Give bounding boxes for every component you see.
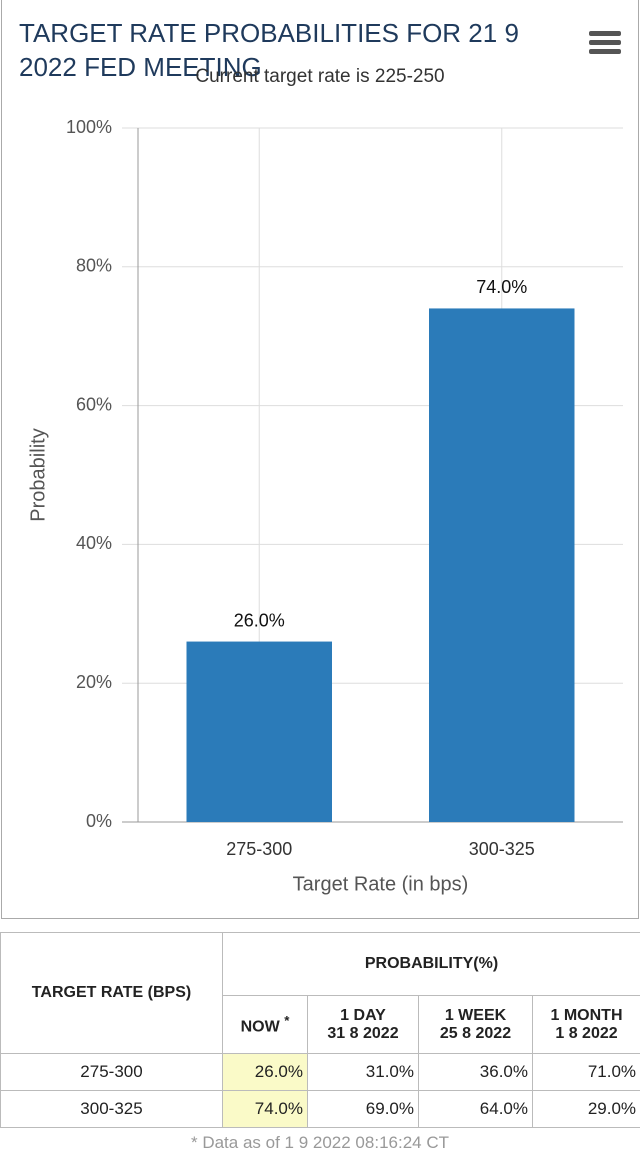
column-label: NOW — [240, 1018, 280, 1036]
menu-icon[interactable] — [589, 31, 621, 54]
footnote: * Data as of 1 9 2022 08:16:24 CT — [190, 1133, 449, 1152]
y-tick-label: 100% — [66, 117, 112, 137]
cell: 29.0% — [531, 1090, 640, 1128]
column-header: 1 DAY 31 8 2022 — [307, 995, 419, 1054]
cell: 69.0% — [307, 1090, 419, 1128]
bar — [186, 641, 332, 822]
cell: 71.0% — [531, 1053, 640, 1091]
y-tick-label: 20% — [76, 672, 112, 692]
y-tick-label: 60% — [76, 394, 112, 414]
menu-bar[interactable] — [589, 31, 621, 36]
column-note: * — [284, 1012, 290, 1028]
column-header: 1 WEEK 25 8 2022 — [418, 995, 533, 1054]
column-header: 1 MONTH 1 8 2022 — [531, 995, 640, 1054]
row-header: TARGET RATE (BPS) — [0, 932, 223, 1054]
x-tick-label: 275-300 — [226, 839, 292, 859]
column-date: 31 8 2022 — [327, 1024, 399, 1042]
column-header: NOW * — [222, 995, 308, 1054]
value-label: 74.0% — [476, 277, 527, 297]
cell: 300-325 — [0, 1090, 223, 1128]
x-tick-label: 300-325 — [469, 839, 535, 859]
cell: 36.0% — [418, 1053, 533, 1091]
chart: 0% 20% 40% 60% 80% 100% 275-300 26.0% 300-325 74.… — [27, 31, 623, 895]
chart-container: 0% 20% 40% 60% 80% 100% 275-300 26.0% 300-325 74.… — [1, 0, 639, 919]
y-tick-label: 0% — [86, 811, 112, 831]
group-header: PROBABILITY(%) — [221, 932, 640, 996]
cell: 31.0% — [307, 1053, 419, 1091]
menu-bar[interactable] — [589, 49, 621, 54]
column-label: 1 WEEK — [444, 1006, 507, 1024]
x-axis-label: Target Rate (in bps) — [293, 873, 469, 895]
y-axis-label: Probability — [27, 428, 49, 521]
column-date: 25 8 2022 — [439, 1024, 512, 1042]
menu-bar[interactable] — [589, 40, 621, 45]
column-date: 1 8 2022 — [555, 1024, 618, 1042]
cell: 64.0% — [418, 1090, 533, 1128]
chart-subtitle: Current target rate is 225-250 — [195, 66, 445, 87]
y-tick-label: 40% — [76, 533, 112, 553]
y-tick-label: 80% — [76, 256, 112, 276]
cell: 26.0% — [222, 1053, 308, 1091]
probability-table: TARGET RATE (BPS) PROBABILITY(%) NOW * 1… — [0, 932, 640, 1128]
column-label: 1 MONTH — [550, 1006, 623, 1024]
bar — [429, 308, 575, 822]
cell: 74.0% — [222, 1090, 308, 1128]
value-label: 26.0% — [234, 610, 285, 630]
column-label: 1 DAY — [340, 1006, 386, 1024]
cell: 275-300 — [0, 1053, 223, 1091]
chart-title: TARGET RATE PROBABILITIES FOR 21 9 2022 … — [19, 18, 519, 82]
